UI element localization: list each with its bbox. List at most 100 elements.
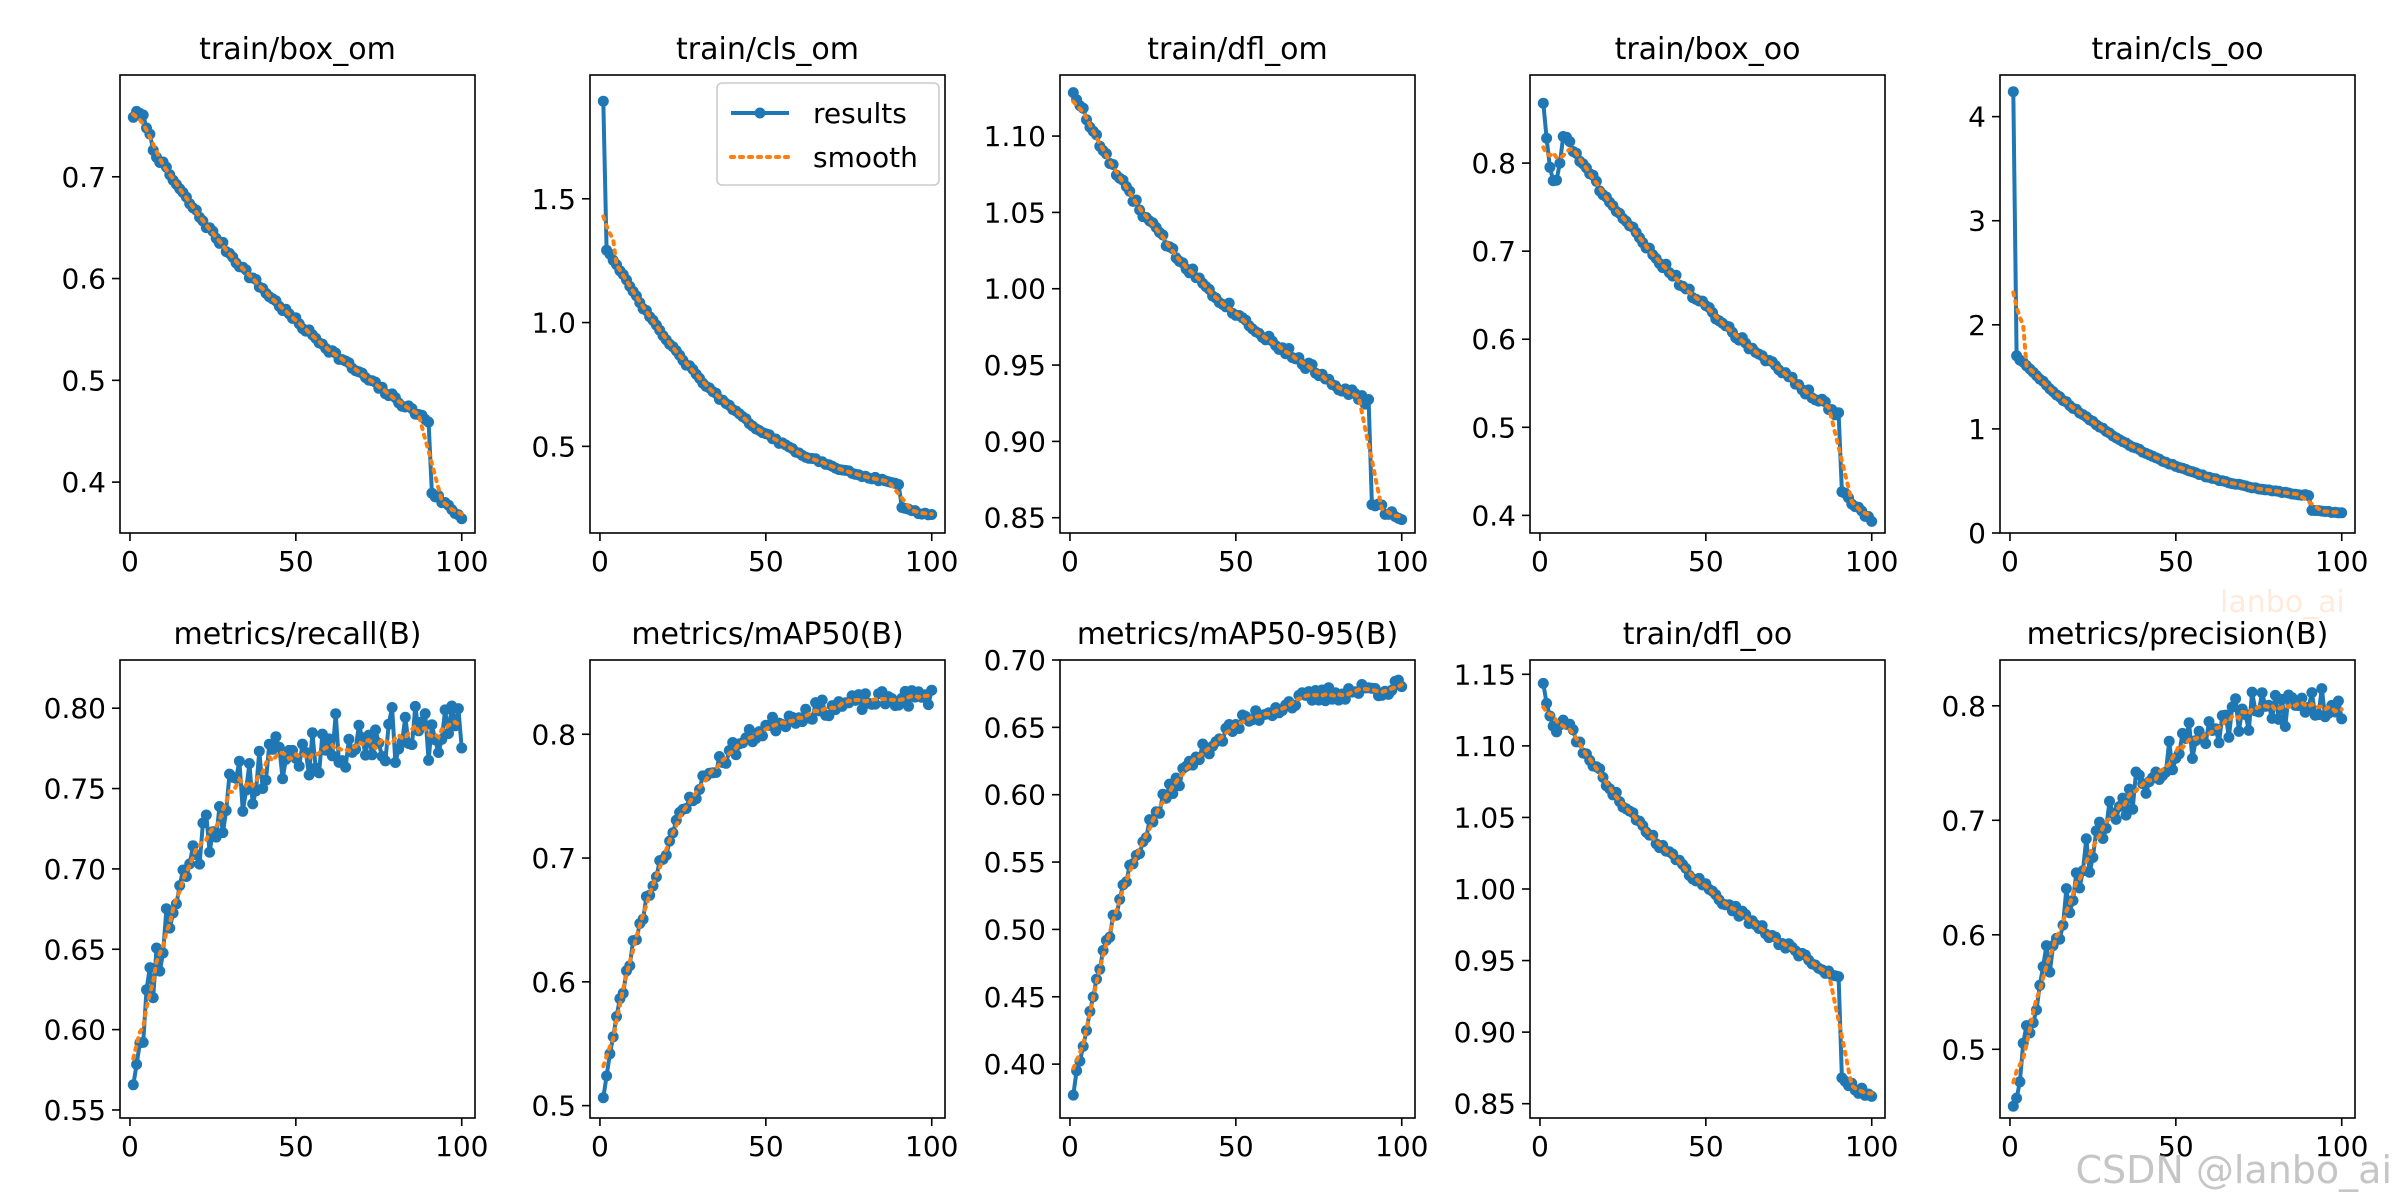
results-line xyxy=(2011,91,2342,515)
results-point xyxy=(1363,394,1375,405)
axes-frame xyxy=(119,74,476,534)
results-point xyxy=(2226,701,2238,713)
x-tick-label: 50 xyxy=(1218,1130,1254,1163)
x-tick-label: 100 xyxy=(905,545,958,578)
results-point xyxy=(2060,883,2072,895)
results-point xyxy=(2332,695,2344,707)
results-point xyxy=(370,724,381,736)
results-point xyxy=(297,738,308,750)
results-point xyxy=(204,846,216,858)
results-point xyxy=(389,757,401,768)
y-tick-label: 0.5 xyxy=(531,430,576,463)
y-tick-label: 2 xyxy=(1968,309,1986,342)
results-point xyxy=(217,827,229,839)
axes-frame xyxy=(1999,74,2356,534)
results-point xyxy=(2213,737,2225,749)
results-point xyxy=(597,95,609,107)
results-point xyxy=(243,758,255,769)
y-tick-label: 0.7 xyxy=(1471,235,1516,268)
results-point xyxy=(237,805,249,817)
y-tick-label: 0.55 xyxy=(984,846,1046,879)
y-tick-label: 0.5 xyxy=(531,1090,576,1123)
subplot-title: metrics/mAP50-95(B) xyxy=(1077,617,1398,652)
smooth-line xyxy=(1541,145,1874,519)
legend-smooth-label: smooth xyxy=(813,141,918,174)
x-tick-label: 0 xyxy=(121,1130,139,1163)
y-tick-label: 1.00 xyxy=(1454,873,1516,906)
results-point xyxy=(2123,783,2135,795)
y-tick-label: 1.15 xyxy=(1454,658,1516,691)
y-tick-label: 0.75 xyxy=(44,773,106,806)
results-point xyxy=(2233,725,2245,737)
results-point xyxy=(859,688,871,700)
y-tick-label: 1.10 xyxy=(1454,730,1516,763)
axes-frame xyxy=(1059,74,1416,534)
y-tick-label: 0.60 xyxy=(984,779,1046,812)
y-tick-label: 0.45 xyxy=(984,981,1046,1014)
subplot-title: train/dfl_oo xyxy=(1623,617,1793,652)
x-tick-label: 0 xyxy=(2001,545,2019,578)
y-tick-label: 0.6 xyxy=(1941,919,1986,952)
results-point xyxy=(2007,86,2019,98)
y-tick-label: 0.4 xyxy=(61,466,106,499)
results-point xyxy=(2246,686,2258,698)
subplot-4: train/box_oo 0 50 100 0.4 0.5 0.6 0.7 0.8 xyxy=(1471,32,1898,578)
results-point xyxy=(2084,866,2096,878)
x-tick-label: 50 xyxy=(2158,545,2194,578)
results-point xyxy=(893,479,905,490)
y-tick-label: 0.8 xyxy=(1941,690,1986,723)
x-tick-label: 50 xyxy=(748,1130,784,1163)
results-point xyxy=(386,702,398,713)
y-tick-label: 0.70 xyxy=(984,644,1046,677)
subplot-5: train/cls_oo 0 50 100 0 1 2 3 4 xyxy=(1968,32,2368,578)
results-point xyxy=(1193,754,1205,766)
y-tick-label: 0.85 xyxy=(984,502,1046,535)
y-tick-label: 0.65 xyxy=(984,711,1046,744)
results-point xyxy=(597,1092,609,1104)
y-tick-label: 4 xyxy=(1968,101,1986,134)
y-tick-label: 0.95 xyxy=(984,349,1046,382)
y-tick-label: 0.85 xyxy=(1454,1088,1516,1121)
results-point xyxy=(2140,787,2152,799)
results-point xyxy=(399,711,411,723)
results-point xyxy=(2127,803,2139,815)
results-point xyxy=(2296,692,2308,704)
legend-box xyxy=(716,82,940,186)
results-point xyxy=(1223,297,1235,309)
results-point xyxy=(1551,174,1562,186)
y-tick-label: 0.7 xyxy=(61,161,106,194)
y-tick-label: 1.0 xyxy=(531,307,576,340)
subplot-10: metrics/precision(B) 0 50 100 0.5 0.6 0.7 0.8 xyxy=(1941,617,2368,1163)
results-point xyxy=(326,750,338,762)
results-point xyxy=(2080,833,2092,845)
y-tick-label: 1.10 xyxy=(984,120,1046,153)
x-tick-label: 100 xyxy=(2315,545,2368,578)
plot-area xyxy=(1067,674,1408,1101)
subplot-title: train/cls_om xyxy=(676,32,859,67)
subplot-title: train/dfl_om xyxy=(1147,32,1327,67)
results-point xyxy=(433,747,444,758)
plot-area xyxy=(597,95,938,521)
x-tick-label: 0 xyxy=(591,545,609,578)
results-point xyxy=(2336,507,2348,519)
results-point xyxy=(2256,687,2268,699)
x-tick-label: 100 xyxy=(1845,545,1898,578)
legend-results-label: results xyxy=(813,97,907,130)
x-tick-label: 50 xyxy=(1218,545,1254,578)
results-point xyxy=(1541,132,1553,144)
results-point xyxy=(2336,713,2348,725)
subplot-3: train/dfl_om 0 50 100 0.85 0.90 0.95 1.00 1.05 1.… xyxy=(984,32,1429,578)
results-point xyxy=(1833,971,1845,983)
smooth-line xyxy=(1541,705,1874,1096)
plot-area xyxy=(1067,87,1408,526)
subplot-8: metrics/mAP50-95(B) 0 50 100 0.40 0.45 0.50 0.5… xyxy=(984,617,1429,1163)
y-tick-label: 0.60 xyxy=(44,1014,106,1047)
results-point xyxy=(1670,269,1682,281)
x-tick-label: 0 xyxy=(591,1130,609,1163)
results-point xyxy=(800,703,812,715)
results-point xyxy=(247,798,259,810)
y-tick-label: 0.55 xyxy=(44,1094,106,1127)
x-tick-label: 50 xyxy=(278,1130,314,1163)
results-point xyxy=(423,416,435,428)
